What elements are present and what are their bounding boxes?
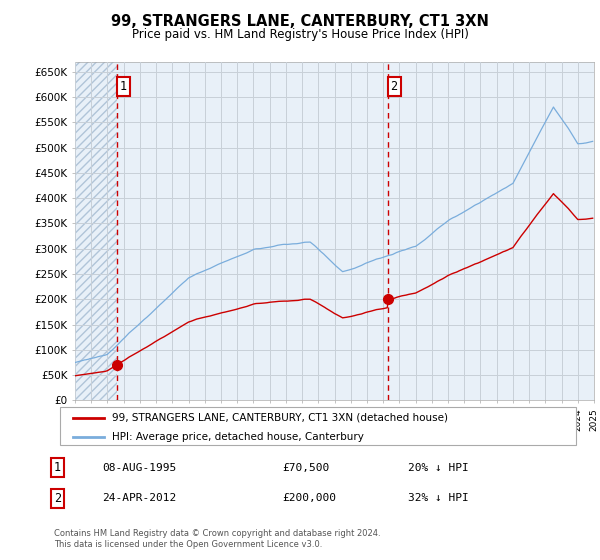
Text: Price paid vs. HM Land Registry's House Price Index (HPI): Price paid vs. HM Land Registry's House …	[131, 28, 469, 41]
Text: 1: 1	[54, 461, 61, 474]
Text: HPI: Average price, detached house, Canterbury: HPI: Average price, detached house, Cant…	[112, 432, 364, 442]
Text: 32% ↓ HPI: 32% ↓ HPI	[408, 493, 469, 503]
Text: 20% ↓ HPI: 20% ↓ HPI	[408, 463, 469, 473]
Text: 08-AUG-1995: 08-AUG-1995	[102, 463, 176, 473]
Text: Contains HM Land Registry data © Crown copyright and database right 2024.
This d: Contains HM Land Registry data © Crown c…	[54, 529, 380, 549]
Text: 2: 2	[54, 492, 61, 505]
Text: 2: 2	[391, 81, 398, 94]
Text: £200,000: £200,000	[282, 493, 336, 503]
Text: 24-APR-2012: 24-APR-2012	[102, 493, 176, 503]
Text: 1: 1	[119, 81, 127, 94]
Text: 99, STRANGERS LANE, CANTERBURY, CT1 3XN (detached house): 99, STRANGERS LANE, CANTERBURY, CT1 3XN …	[112, 413, 448, 423]
Text: £70,500: £70,500	[282, 463, 329, 473]
Text: 99, STRANGERS LANE, CANTERBURY, CT1 3XN: 99, STRANGERS LANE, CANTERBURY, CT1 3XN	[111, 14, 489, 29]
